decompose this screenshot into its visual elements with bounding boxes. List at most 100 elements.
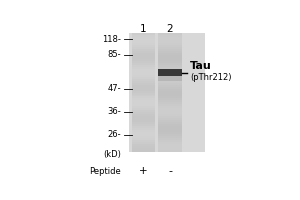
Bar — [132, 85, 155, 87]
Bar — [158, 134, 182, 136]
Bar — [132, 104, 155, 106]
Text: (kD): (kD) — [103, 150, 121, 159]
Bar — [132, 47, 155, 49]
Bar — [132, 134, 155, 136]
Bar — [158, 39, 182, 41]
Bar — [132, 96, 155, 98]
Bar — [132, 144, 155, 146]
Bar — [158, 61, 182, 63]
Bar — [132, 140, 155, 142]
Bar — [132, 112, 155, 114]
Text: 47-: 47- — [108, 84, 121, 93]
Bar — [132, 122, 155, 124]
Bar — [132, 75, 155, 77]
Text: +: + — [139, 166, 148, 176]
Bar — [158, 45, 182, 47]
Bar — [158, 146, 182, 148]
Bar — [132, 39, 155, 41]
Bar — [132, 83, 155, 85]
Bar — [132, 91, 155, 93]
Bar — [132, 142, 155, 144]
Bar — [158, 41, 182, 43]
Bar — [132, 98, 155, 100]
Bar — [158, 51, 182, 53]
Bar — [158, 120, 182, 122]
Bar — [132, 51, 155, 53]
Text: Peptide: Peptide — [89, 167, 121, 176]
Bar — [158, 75, 182, 77]
Bar — [132, 67, 155, 69]
Bar — [158, 132, 182, 134]
Bar — [158, 130, 182, 132]
Bar — [158, 144, 182, 146]
Bar — [158, 83, 182, 85]
Text: -: - — [168, 166, 172, 176]
Bar — [132, 108, 155, 110]
Bar — [158, 76, 182, 81]
Bar — [132, 132, 155, 134]
Bar — [158, 37, 182, 39]
Bar — [158, 43, 182, 45]
Bar — [158, 93, 182, 95]
Bar — [158, 89, 182, 91]
Bar — [158, 77, 182, 79]
Bar — [158, 116, 182, 118]
Bar — [132, 124, 155, 126]
Bar — [158, 55, 182, 57]
Bar — [132, 102, 155, 104]
Bar — [158, 95, 182, 96]
Bar — [158, 91, 182, 93]
Bar — [158, 140, 182, 142]
Bar — [132, 37, 155, 39]
Bar — [132, 89, 155, 91]
Bar — [132, 41, 155, 43]
Bar — [129, 33, 205, 152]
Bar — [158, 79, 182, 81]
Text: 2: 2 — [167, 24, 173, 34]
Bar — [132, 136, 155, 138]
Bar — [132, 116, 155, 118]
Bar — [132, 126, 155, 128]
Bar — [158, 49, 182, 51]
Bar — [132, 43, 155, 45]
Bar — [132, 110, 155, 112]
Bar — [158, 148, 182, 150]
Bar — [132, 35, 155, 37]
Bar — [132, 118, 155, 120]
Bar — [158, 67, 182, 69]
Bar — [158, 128, 182, 130]
Bar — [158, 59, 182, 61]
Bar — [132, 79, 155, 81]
Bar — [132, 120, 155, 122]
Bar — [158, 57, 182, 59]
Bar — [158, 136, 182, 138]
Text: Tau: Tau — [190, 61, 212, 71]
Bar — [158, 33, 182, 35]
Bar — [158, 100, 182, 102]
Bar — [158, 53, 182, 55]
Bar — [158, 126, 182, 128]
Bar — [132, 114, 155, 116]
Bar — [132, 71, 155, 73]
Bar — [132, 106, 155, 108]
Bar — [158, 110, 182, 112]
Bar — [132, 148, 155, 150]
Bar — [132, 95, 155, 96]
Bar — [158, 47, 182, 49]
Bar — [158, 98, 182, 100]
Bar — [132, 55, 155, 57]
Bar — [158, 69, 182, 76]
Bar — [158, 87, 182, 89]
Text: 36-: 36- — [107, 107, 121, 116]
Bar — [132, 100, 155, 102]
Bar — [158, 35, 182, 37]
Text: 1: 1 — [140, 24, 147, 34]
Bar — [132, 53, 155, 55]
Bar — [132, 65, 155, 67]
Bar — [132, 93, 155, 95]
Bar — [158, 138, 182, 140]
Bar — [158, 114, 182, 116]
Text: 118-: 118- — [102, 35, 121, 44]
Bar — [158, 124, 182, 126]
Bar — [158, 108, 182, 110]
